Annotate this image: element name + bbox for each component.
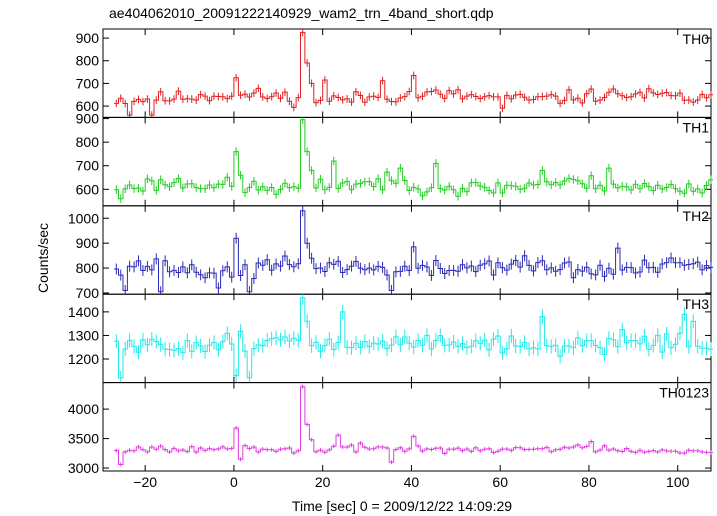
y-tick-label: 900 [76,111,100,127]
y-tick-label: 700 [76,75,100,91]
y-tick-label: 600 [76,181,100,197]
panel-label: TH3 [683,296,710,312]
panel-th2: 700 800 900 1000 TH2 [68,205,714,301]
figure-title: ae404062010_20091222140929_wam2_trn_4ban… [109,5,494,21]
y-tick-label: 600 [76,98,100,114]
y-tick-label: 3500 [68,431,99,447]
y-tick-label: 1400 [68,304,99,320]
series-step-line [114,297,714,379]
x-tick-label: −20 [133,474,157,490]
y-axis-title: Counts/sec [35,223,51,293]
panel-label: TH0 [683,31,710,47]
panel-frame [102,116,712,207]
y-tick-label: 4000 [68,401,99,417]
x-axis-title: Time [sec] 0 = 2009/12/22 14:09:29 [292,498,512,514]
panel-th1: 600 700 800 900 TH1 [76,111,714,207]
x-tick-label: 0 [230,474,238,490]
panel-label: TH1 [683,119,710,135]
series-step-line [114,31,714,116]
y-tick-label: 900 [76,30,100,46]
panel-th3: 1200 1300 1400 TH3 [68,293,714,384]
y-tick-label: 1200 [68,351,99,367]
x-tick-label: 40 [404,474,420,490]
x-tick-label: 20 [315,474,331,490]
y-tick-label: 900 [76,235,100,251]
y-tick-label: 800 [76,53,100,69]
y-tick-label: 800 [76,134,100,150]
x-tick-label: 80 [581,474,597,490]
panel-th0: 600 700 800 900 TH0 [76,28,714,118]
panel-frame [102,28,712,118]
series-step-line [114,386,714,465]
panel-label: TH2 [683,208,710,224]
y-tick-label: 1000 [68,210,99,226]
y-tick-label: 800 [76,260,100,276]
x-tick-label: 100 [666,474,690,490]
y-tick-label: 1300 [68,327,99,343]
panel-th0123: 3000 3500 4000 TH0123 −20 0 20 40 60 80 100 [68,382,714,490]
panel-label: TH0123 [659,385,709,401]
panel-frame [102,382,712,472]
y-tick-label: 3000 [68,460,99,476]
y-tick-label: 700 [76,158,100,174]
x-tick-label: 60 [492,474,508,490]
y-tick-label: 700 [76,285,100,301]
